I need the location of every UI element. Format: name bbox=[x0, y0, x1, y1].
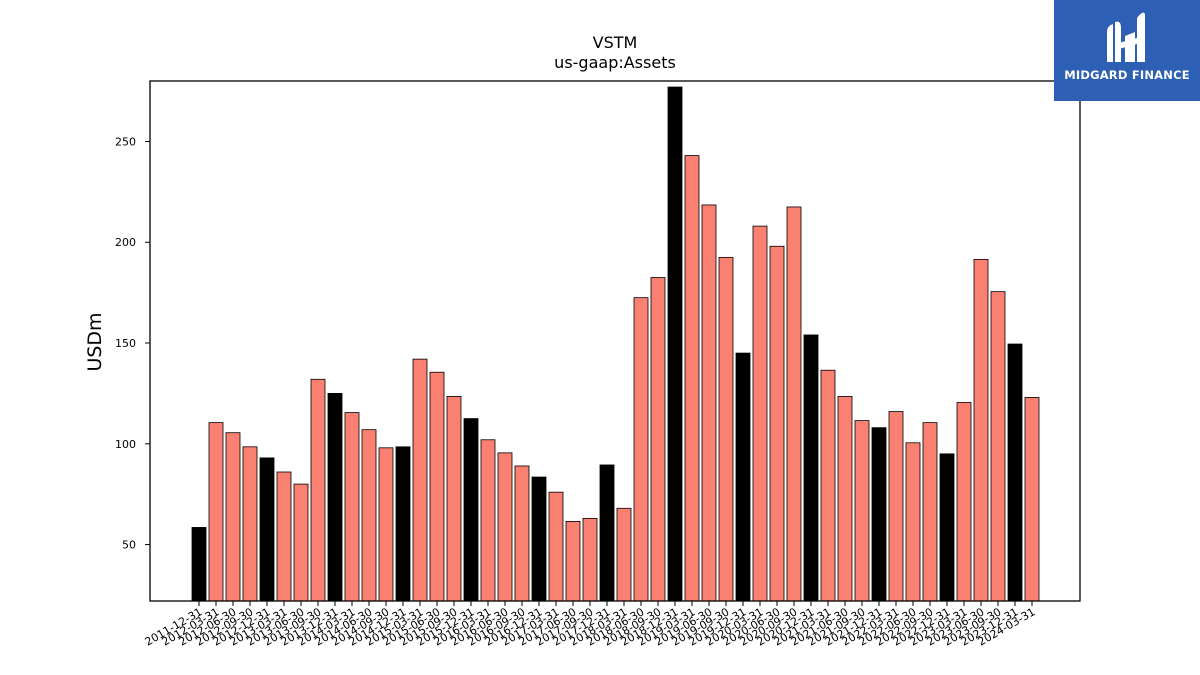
bar bbox=[752, 225, 768, 602]
bar bbox=[514, 465, 530, 602]
bar bbox=[259, 457, 275, 602]
bar bbox=[633, 297, 649, 602]
bar bbox=[786, 206, 802, 602]
bar bbox=[480, 439, 496, 602]
bar bbox=[191, 527, 207, 602]
chart-title: VSTM bbox=[593, 33, 638, 52]
bar bbox=[922, 422, 938, 602]
bar bbox=[735, 352, 751, 602]
bar bbox=[310, 378, 326, 602]
bar bbox=[973, 258, 989, 602]
logo-text: MIDGARD FINANCE bbox=[1064, 68, 1190, 82]
bar bbox=[599, 464, 615, 602]
bar bbox=[412, 358, 428, 602]
bar bbox=[888, 411, 904, 602]
bar bbox=[803, 334, 819, 602]
bar bbox=[667, 86, 683, 602]
bar bbox=[361, 429, 377, 602]
bar bbox=[378, 447, 394, 602]
bar bbox=[854, 420, 870, 602]
midgard-logo-mark-icon bbox=[1107, 12, 1145, 63]
bar bbox=[293, 483, 309, 602]
bar bbox=[905, 442, 921, 602]
bar bbox=[701, 204, 717, 602]
x-axis-ticks: 2011-12-312012-03-312012-06-302012-09-30… bbox=[143, 601, 1038, 649]
bar bbox=[684, 155, 700, 602]
bar bbox=[820, 369, 836, 602]
midgard-finance-logo: MIDGARD FINANCE bbox=[1054, 0, 1200, 101]
bar bbox=[1007, 343, 1023, 602]
bar bbox=[531, 476, 547, 602]
bar bbox=[939, 453, 955, 602]
bar bbox=[616, 507, 632, 602]
bar bbox=[446, 396, 462, 602]
bar bbox=[344, 412, 360, 602]
bar bbox=[1024, 397, 1040, 602]
y-tick-label: 250 bbox=[115, 135, 136, 148]
chart-subtitle: us-gaap:Assets bbox=[554, 53, 676, 72]
y-tick-label: 50 bbox=[122, 539, 136, 552]
bar bbox=[497, 452, 513, 602]
bars-group bbox=[191, 86, 1040, 602]
y-tick-label: 150 bbox=[115, 337, 136, 350]
y-tick-label: 200 bbox=[115, 236, 136, 249]
y-axis-ticks: 50 100 150 200 250 bbox=[115, 135, 150, 552]
bar bbox=[871, 427, 887, 602]
bar bbox=[650, 277, 666, 602]
bar bbox=[718, 256, 734, 602]
bar bbox=[276, 471, 292, 602]
bar bbox=[429, 371, 445, 602]
bar bbox=[582, 517, 598, 602]
bar bbox=[395, 446, 411, 602]
bar bbox=[225, 432, 241, 602]
plot-frame bbox=[149, 80, 1081, 602]
bar bbox=[956, 402, 972, 602]
y-tick-label: 100 bbox=[115, 438, 136, 451]
bar bbox=[837, 396, 853, 602]
bar bbox=[208, 422, 224, 602]
y-axis-label: USDm bbox=[84, 312, 106, 371]
bar bbox=[327, 393, 343, 602]
bar bbox=[548, 491, 564, 602]
bar bbox=[463, 418, 479, 602]
bar bbox=[769, 245, 785, 602]
bar bbox=[565, 520, 581, 602]
bar bbox=[990, 291, 1006, 602]
bar bbox=[242, 446, 258, 602]
